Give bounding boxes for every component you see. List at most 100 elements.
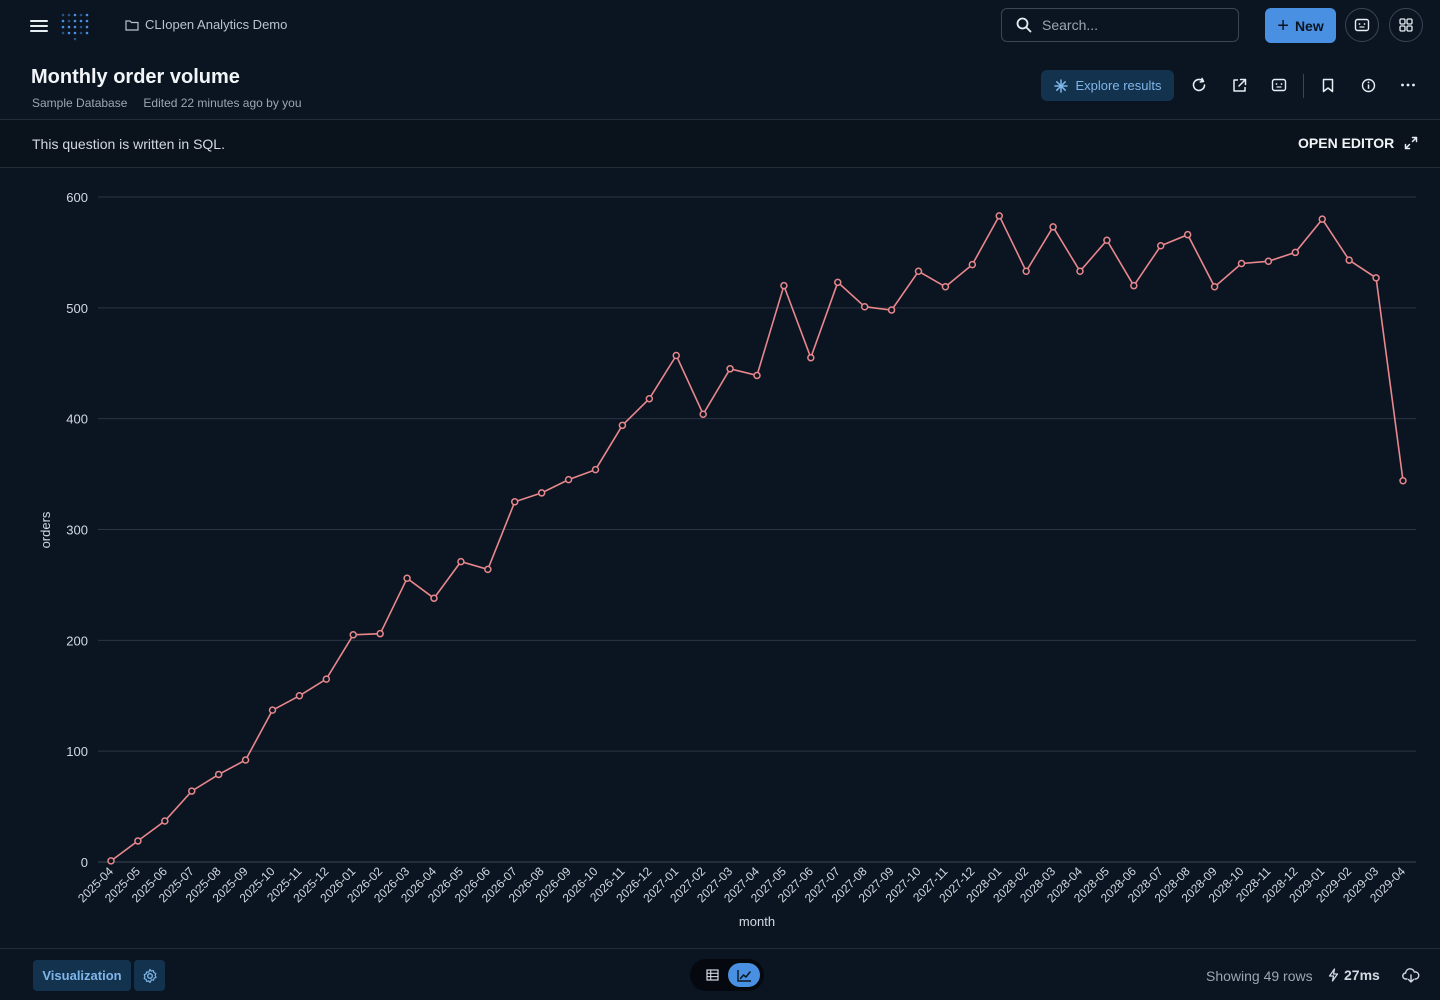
data-point[interactable] xyxy=(699,410,707,418)
sql-notice: This question is written in SQL. xyxy=(32,136,225,152)
data-point[interactable] xyxy=(887,306,896,314)
data-point[interactable] xyxy=(134,837,142,845)
last-edited[interactable]: Edited 22 minutes ago by you xyxy=(143,96,302,110)
data-point[interactable] xyxy=(1264,257,1273,266)
data-point[interactable] xyxy=(1318,215,1326,223)
data-point[interactable] xyxy=(1157,242,1165,250)
data-point[interactable] xyxy=(295,692,304,700)
data-point[interactable] xyxy=(1210,283,1219,291)
open-editor-button[interactable]: OPEN EDITOR xyxy=(1298,135,1418,151)
data-point[interactable] xyxy=(214,770,223,779)
bookmark-button[interactable] xyxy=(1318,75,1338,95)
data-point[interactable] xyxy=(564,475,573,484)
data-point[interactable] xyxy=(1345,256,1353,264)
collection-link[interactable]: CLIopen Analytics Demo xyxy=(125,17,287,32)
view-toggle xyxy=(690,959,764,991)
search-box[interactable] xyxy=(1001,8,1239,42)
data-point[interactable] xyxy=(753,371,761,380)
data-point[interactable] xyxy=(1076,267,1084,276)
new-button-label: New xyxy=(1294,17,1324,34)
y-tick-label: 0 xyxy=(81,855,88,870)
data-point[interactable] xyxy=(672,351,680,360)
search-input[interactable] xyxy=(1040,16,1224,34)
data-point[interactable] xyxy=(511,498,519,506)
data-point[interactable] xyxy=(780,281,788,290)
expand-icon xyxy=(1404,136,1418,150)
data-point[interactable] xyxy=(537,489,546,497)
data-point[interactable] xyxy=(1130,281,1138,290)
data-point[interactable] xyxy=(241,756,250,764)
data-point[interactable] xyxy=(941,283,950,291)
data-point[interactable] xyxy=(645,394,654,403)
data-point[interactable] xyxy=(1049,223,1057,231)
data-point[interactable] xyxy=(591,465,600,474)
sparkle-icon xyxy=(1053,78,1068,93)
data-point[interactable] xyxy=(349,631,357,639)
metabot-button[interactable] xyxy=(1345,8,1379,42)
table-view-button[interactable] xyxy=(696,963,728,987)
data-point[interactable] xyxy=(807,353,815,362)
data-point[interactable] xyxy=(1237,259,1246,268)
line-chart: 0 100 200 300 400 500 600 2025-04 2025-05 2025-0… xyxy=(0,170,1440,946)
y-tick-label: 100 xyxy=(66,744,88,759)
data-point[interactable] xyxy=(1022,267,1030,276)
data-point[interactable] xyxy=(403,574,411,583)
chart-view-button[interactable] xyxy=(728,963,760,987)
search-icon xyxy=(1016,17,1032,33)
folder-icon xyxy=(125,19,139,31)
data-point[interactable] xyxy=(484,565,492,574)
info-icon xyxy=(1361,78,1375,92)
series-line xyxy=(110,214,1404,862)
new-button[interactable]: + New xyxy=(1265,8,1336,43)
logo-icon[interactable] xyxy=(60,12,90,42)
more-options-button[interactable] xyxy=(1398,75,1418,95)
data-point[interactable] xyxy=(968,260,977,269)
x-axis-label: month xyxy=(739,914,775,929)
apps-button[interactable] xyxy=(1389,8,1423,42)
open-editor-label: OPEN EDITOR xyxy=(1298,135,1395,151)
y-tick-label: 500 xyxy=(66,301,88,316)
data-point[interactable] xyxy=(618,421,627,430)
data-point[interactable] xyxy=(1183,230,1192,239)
explore-results-label: Explore results xyxy=(1075,78,1162,93)
data-point[interactable] xyxy=(376,629,384,638)
data-point[interactable] xyxy=(457,557,465,566)
data-point[interactable] xyxy=(322,675,331,683)
data-point[interactable] xyxy=(268,706,277,714)
database-link[interactable]: Sample Database xyxy=(32,96,128,110)
row-count: Showing 49 rows xyxy=(1206,968,1313,984)
data-point[interactable] xyxy=(1103,236,1111,244)
visualization-button[interactable]: Visualization xyxy=(33,960,131,991)
data-point[interactable] xyxy=(188,787,196,795)
data-point[interactable] xyxy=(860,302,869,311)
data-point[interactable] xyxy=(834,278,842,287)
data-point[interactable] xyxy=(1291,248,1300,257)
metabot-tool-button[interactable] xyxy=(1269,75,1289,95)
data-point[interactable] xyxy=(430,594,438,602)
gear-icon xyxy=(143,968,157,983)
question-meta: Sample Database Edited 22 minutes ago by… xyxy=(32,96,302,110)
bolt-icon xyxy=(1328,968,1339,982)
share-button[interactable] xyxy=(1229,75,1249,95)
query-timing: 27ms xyxy=(1328,967,1380,983)
data-point[interactable] xyxy=(726,365,734,373)
data-point[interactable] xyxy=(107,857,115,865)
share-icon xyxy=(1232,78,1246,92)
download-button[interactable] xyxy=(1402,966,1420,984)
visualization-settings-button[interactable] xyxy=(134,960,165,991)
data-point[interactable] xyxy=(1372,274,1380,282)
page-title[interactable]: Monthly order volume xyxy=(31,66,240,88)
y-tick-label: 200 xyxy=(66,633,88,648)
data-point[interactable] xyxy=(161,817,169,825)
menu-icon[interactable] xyxy=(30,18,48,34)
explore-results-button[interactable]: Explore results xyxy=(1041,70,1174,101)
data-point[interactable] xyxy=(914,267,923,276)
line-chart-icon xyxy=(736,969,751,982)
grid-icon xyxy=(1399,18,1413,32)
data-point[interactable] xyxy=(995,212,1003,220)
data-point[interactable] xyxy=(1399,476,1407,485)
y-tick-label: 300 xyxy=(66,523,88,538)
info-button[interactable] xyxy=(1358,75,1378,95)
refresh-button[interactable] xyxy=(1189,75,1209,95)
footer-bar: Visualization Showing 49 rows 27ms xyxy=(0,948,1440,1000)
